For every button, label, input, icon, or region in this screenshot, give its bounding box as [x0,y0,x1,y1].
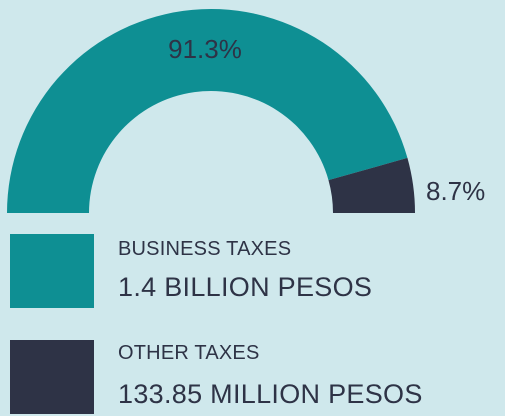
legend-swatch-other-taxes [10,340,94,414]
semi-donut-chart: 91.3% 8.7% [7,8,485,214]
legend-item-business-taxes: BUSINESS TAXES 1.4 BILLION PESOS [0,228,505,318]
value-label-business-taxes: 91.3% [168,34,242,64]
legend-amount-other-taxes: 133.85 MILLION PESOS [118,379,423,409]
value-label-other-taxes: 8.7% [426,176,485,206]
slice-other-taxes [328,157,415,213]
legend-amount-business-taxes: 1.4 BILLION PESOS [118,272,373,302]
legend-label-business-taxes: BUSINESS TAXES [118,238,292,260]
legend-item-other-taxes: OTHER TAXES 133.85 MILLION PESOS [0,334,505,416]
slice-business-taxes [7,8,408,214]
legend-label-other-taxes: OTHER TAXES [118,342,260,364]
legend-swatch-business-taxes [10,234,94,308]
